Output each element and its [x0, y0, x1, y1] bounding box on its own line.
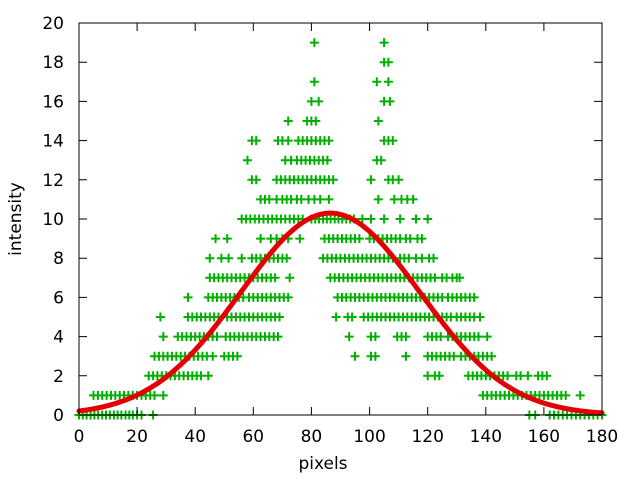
x-tick-label: 180 [586, 427, 618, 447]
x-tick-label: 80 [301, 427, 323, 447]
x-tick-label: 160 [528, 427, 560, 447]
x-tick-label: 100 [353, 427, 385, 447]
x-tick-label: 0 [74, 427, 85, 447]
x-tick-label: 120 [411, 427, 443, 447]
y-axis-label: intensity [6, 182, 26, 256]
x-axis-label: pixels [298, 454, 347, 474]
fit-curve [76, 210, 605, 416]
y-tick-label: 10 [42, 210, 64, 230]
scatter-series [74, 38, 607, 420]
y-tick-label: 16 [42, 92, 64, 112]
x-tick-label: 140 [470, 427, 502, 447]
y-tick-label: 18 [42, 53, 64, 73]
x-tick-label: 20 [126, 427, 148, 447]
y-tick-label: 2 [53, 367, 64, 387]
y-tick-label: 6 [53, 288, 64, 308]
axis-ticks [78, 22, 603, 416]
y-tick-label: 4 [53, 328, 64, 348]
y-tick-label: 20 [42, 14, 64, 34]
y-tick-label: 12 [42, 171, 64, 191]
x-tick-label: 60 [242, 427, 264, 447]
y-tick-label: 8 [53, 249, 64, 269]
y-tick-label: 0 [53, 406, 64, 426]
x-tick-label: 40 [184, 427, 206, 447]
y-tick-label: 14 [42, 132, 64, 152]
tick-labels: 0 20 40 60 80 100 120 140 160 180 0 2 4 6 8 10 12 14 16 18 2… [42, 14, 618, 447]
